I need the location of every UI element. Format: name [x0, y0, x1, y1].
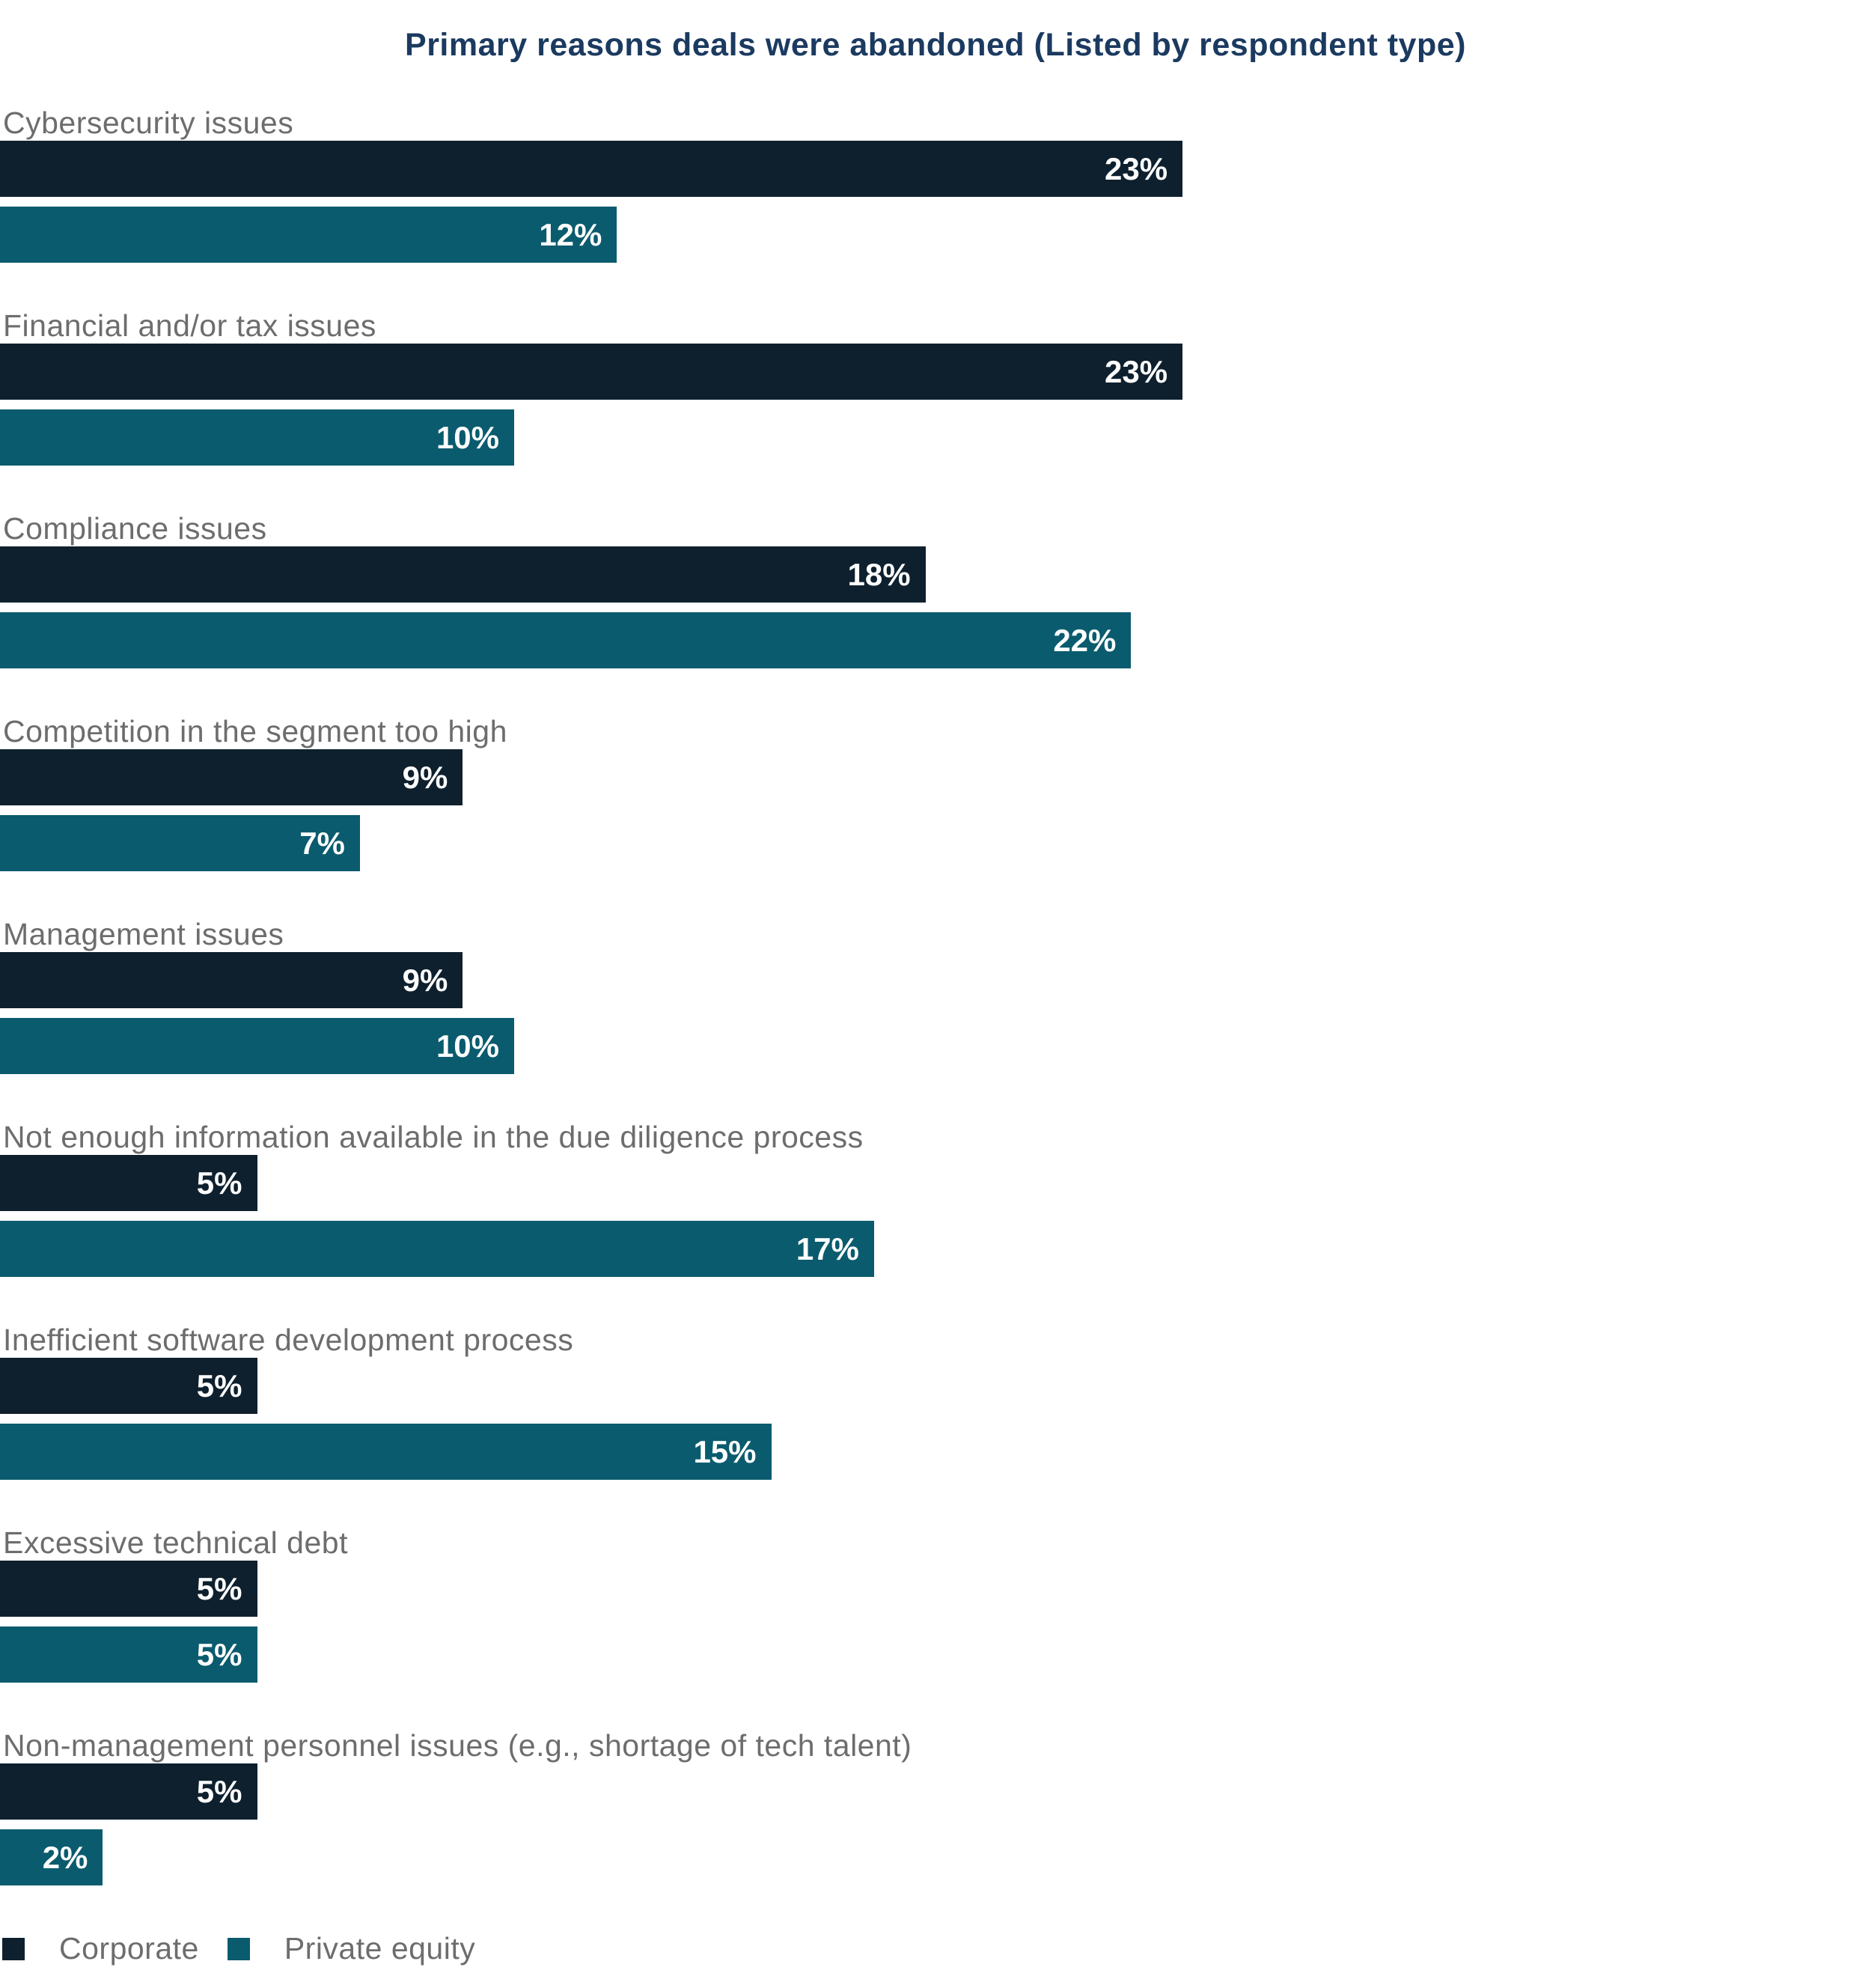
category-label: Cybersecurity issues: [3, 106, 294, 140]
category-group: Financial and/or tax issues 23% 10%: [0, 308, 1871, 466]
legend: Corporate Private equity: [0, 1931, 1871, 1966]
bar-corporate: 23%: [0, 344, 1183, 400]
bar-value-label: 15%: [693, 1433, 757, 1469]
chart-title: Primary reasons deals were abandoned (Li…: [405, 27, 1466, 63]
bar-value-label: 7%: [299, 825, 345, 861]
bar-value-label: 5%: [196, 1367, 242, 1403]
bar-value-label: 5%: [196, 1773, 242, 1809]
legend-label-private-equity: Private equity: [284, 1931, 476, 1966]
legend-label-corporate: Corporate: [59, 1931, 199, 1966]
bar-private-equity: 12%: [0, 207, 617, 263]
bar-private-equity: 15%: [0, 1424, 772, 1480]
bar-value-label: 5%: [196, 1570, 242, 1606]
category-group: Non-management personnel issues (e.g., s…: [0, 1728, 1871, 1885]
bar-corporate: 9%: [0, 952, 463, 1008]
chart-plot-area: Cybersecurity issues 23% 12% Financial and/…: [0, 106, 1871, 1885]
bar-corporate: 5%: [0, 1561, 257, 1617]
legend-item-corporate: Corporate: [2, 1931, 199, 1966]
bar-private-equity: 10%: [0, 1018, 514, 1074]
bar-value-label: 9%: [402, 759, 448, 795]
category-label: Compliance issues: [3, 511, 267, 546]
bar-value-label: 12%: [539, 216, 602, 252]
bar-value-label: 2%: [42, 1839, 88, 1875]
bar-value-label: 5%: [196, 1165, 242, 1201]
bar-private-equity: 2%: [0, 1829, 103, 1885]
bar-value-label: 9%: [402, 962, 448, 998]
category-group: Compliance issues 18% 22%: [0, 511, 1871, 668]
bar-value-label: 23%: [1105, 353, 1168, 389]
category-group: Management issues 9% 10%: [0, 917, 1871, 1074]
category-label: Management issues: [3, 917, 284, 951]
bar-corporate: 5%: [0, 1155, 257, 1211]
bar-corporate: 5%: [0, 1358, 257, 1414]
category-group: Excessive technical debt 5% 5%: [0, 1525, 1871, 1683]
category-group: Inefficient software development process…: [0, 1323, 1871, 1480]
bar-value-label: 10%: [436, 419, 499, 455]
category-label: Excessive technical debt: [3, 1525, 348, 1560]
legend-swatch-private-equity-icon: [227, 1937, 250, 1960]
bar-private-equity: 7%: [0, 815, 360, 871]
category-label: Financial and/or tax issues: [3, 308, 376, 343]
category-group: Not enough information available in the …: [0, 1120, 1871, 1277]
bar-value-label: 22%: [1053, 622, 1117, 658]
bar-private-equity: 10%: [0, 409, 514, 466]
bar-private-equity: 17%: [0, 1221, 874, 1277]
bar-value-label: 17%: [796, 1231, 859, 1266]
category-label: Not enough information available in the …: [3, 1120, 864, 1154]
category-label: Inefficient software development process: [3, 1323, 574, 1357]
bar-corporate: 18%: [0, 546, 926, 603]
legend-swatch-corporate-icon: [2, 1937, 25, 1960]
bar-value-label: 18%: [847, 556, 911, 592]
bar-value-label: 10%: [436, 1028, 499, 1064]
category-label: Non-management personnel issues (e.g., s…: [3, 1728, 912, 1763]
category-group: Competition in the segment too high 9% 7%: [0, 714, 1871, 871]
bar-corporate: 5%: [0, 1763, 257, 1820]
bar-private-equity: 22%: [0, 612, 1132, 668]
category-label: Competition in the segment too high: [3, 714, 507, 748]
bar-value-label: 23%: [1105, 150, 1168, 186]
bar-corporate: 9%: [0, 749, 463, 805]
legend-item-private-equity: Private equity: [227, 1931, 476, 1966]
category-group: Cybersecurity issues 23% 12%: [0, 106, 1871, 263]
bar-private-equity: 5%: [0, 1626, 257, 1683]
bar-value-label: 5%: [196, 1636, 242, 1672]
bar-corporate: 23%: [0, 141, 1183, 197]
